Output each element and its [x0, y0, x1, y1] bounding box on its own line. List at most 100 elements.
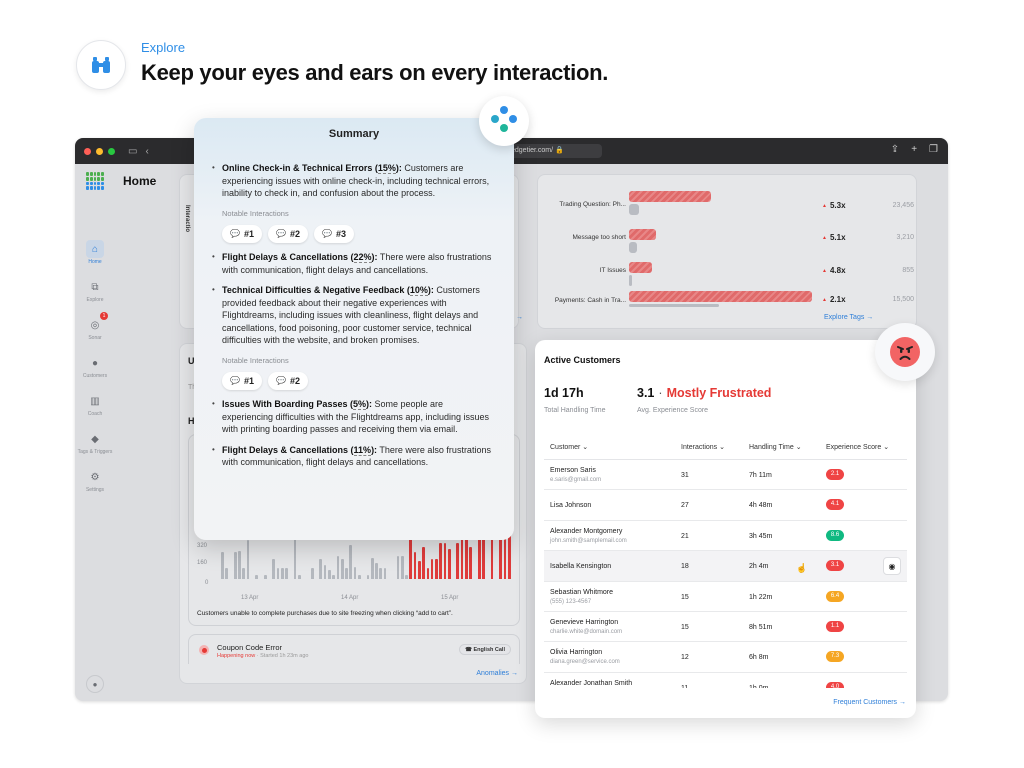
back-icon[interactable]: ‹	[145, 145, 149, 157]
table-row[interactable]: Alexander Jonathan Smith 11 1h 0m 4.0	[544, 673, 907, 688]
share-icon[interactable]: ⇪	[890, 144, 900, 155]
chart-bar[interactable]	[298, 575, 301, 579]
chart-bar[interactable]	[319, 559, 323, 579]
chart-bar[interactable]	[332, 575, 335, 579]
summary-item-pct[interactable]: 15%	[377, 163, 396, 174]
chart-bar[interactable]	[375, 562, 378, 579]
view-customer-button[interactable]: ◉	[883, 557, 901, 576]
table-row[interactable]: Genevieve Harrington charlie.white@domai…	[544, 612, 907, 643]
chart-bar[interactable]	[255, 575, 258, 579]
address-bar[interactable]: edgetier.com/ 🔒	[507, 144, 602, 158]
chart-bar[interactable]	[439, 543, 443, 579]
interaction-chip[interactable]: 💬 #2	[267, 372, 308, 390]
app-logo[interactable]	[86, 172, 104, 190]
minimize-window-button[interactable]	[96, 147, 103, 155]
sort-handling-time[interactable]: Handling Time ⌄	[749, 444, 802, 451]
chart-bar[interactable]	[396, 555, 400, 579]
chart-bar[interactable]	[328, 570, 331, 579]
chart-bar[interactable]	[456, 543, 460, 579]
chart-bar[interactable]	[400, 555, 404, 579]
anomaly-item[interactable]: Coupon Code Error Happening now · Starte…	[188, 634, 520, 664]
chart-bar[interactable]	[465, 532, 468, 579]
chart-bar[interactable]	[447, 548, 451, 579]
sidebar-item-customers[interactable]: ● Customers	[75, 354, 115, 392]
chart-bar[interactable]	[422, 546, 425, 579]
new-tab-icon[interactable]: +	[911, 144, 918, 155]
chart-bar[interactable]	[358, 575, 361, 579]
tag-row[interactable]: Message too short 5.1x 3,210	[538, 229, 918, 259]
table-row[interactable]: Alexander Montgomery john.smith@samplema…	[544, 521, 907, 552]
summary-item-pct[interactable]: 22%	[353, 252, 372, 263]
tag-row[interactable]: Trading Question: Ph... 5.3x 23,456	[538, 191, 918, 227]
chart-bar[interactable]	[221, 552, 224, 579]
maximize-window-button[interactable]	[108, 147, 115, 155]
chart-bar[interactable]	[272, 559, 276, 579]
table-row[interactable]: Emerson Saris e.saris@gmail.com 31 7h 11…	[544, 460, 907, 491]
tag-row[interactable]: IT Issues 4.8x 855	[538, 262, 918, 292]
sidebar-toggle-icon[interactable]: ▭	[128, 145, 138, 157]
close-window-button[interactable]	[84, 147, 91, 155]
anomalies-link[interactable]: Anomalies →	[476, 670, 518, 677]
chart-bar[interactable]	[490, 519, 494, 579]
chart-bar[interactable]	[246, 539, 250, 579]
chart-bar[interactable]	[413, 552, 417, 579]
chart-bar[interactable]	[225, 568, 228, 579]
chart-bar[interactable]	[310, 568, 314, 579]
chart-bar[interactable]	[409, 519, 413, 579]
sidebar-item-tags-triggers[interactable]: ◆ Tags & Triggers	[75, 430, 115, 468]
summary-item-pct[interactable]: 11%	[353, 444, 372, 456]
chart-bar[interactable]	[405, 575, 408, 579]
chart-bar[interactable]	[280, 568, 284, 579]
sidebar-item-coach[interactable]: ▥ Coach	[75, 392, 115, 430]
chart-bar[interactable]	[383, 568, 387, 579]
chart-bar[interactable]	[336, 555, 340, 579]
sidebar-item-home[interactable]: ⌂ Home	[75, 240, 115, 278]
chart-bar[interactable]	[443, 543, 447, 579]
interaction-chip[interactable]: 💬 #2	[267, 225, 308, 243]
interaction-chip[interactable]: 💬 #1	[222, 225, 262, 243]
chart-bar[interactable]	[238, 550, 241, 579]
user-account-button[interactable]: ●	[86, 675, 104, 693]
tag-row[interactable]: Payments: Cash in Tra... 2.1x 15,500	[538, 291, 918, 321]
chart-bar[interactable]	[349, 545, 353, 579]
chart-bar[interactable]	[340, 559, 344, 579]
frequent-customers-link[interactable]: Frequent Customers →	[833, 699, 906, 706]
chart-bar[interactable]	[263, 575, 267, 579]
chart-bar[interactable]	[507, 520, 511, 579]
chart-bar[interactable]	[482, 520, 485, 579]
chart-bar[interactable]	[233, 552, 237, 579]
chart-bar[interactable]	[430, 559, 434, 579]
interaction-chip[interactable]: 💬 #1	[222, 372, 262, 390]
tabs-overview-icon[interactable]: ❐	[929, 144, 938, 155]
sort-customer[interactable]: Customer ⌄	[550, 444, 589, 451]
sidebar-item-explore[interactable]: ⧉ Explore	[75, 278, 115, 316]
summary-item-pct[interactable]: 5%	[352, 399, 366, 410]
chart-bar[interactable]	[353, 566, 357, 579]
sort-interactions[interactable]: Interactions ⌄	[681, 444, 725, 451]
sidebar-item-sonar[interactable]: 1 ◎ Sonar	[75, 312, 115, 354]
summary-item-pct[interactable]: 10%	[409, 285, 428, 296]
ai-summary-button[interactable]	[479, 96, 529, 146]
chart-bar[interactable]	[293, 527, 297, 579]
card-link-arrow[interactable]: →	[516, 314, 523, 321]
table-row[interactable]: Lisa Johnson 27 4h 48m 4.1	[544, 490, 907, 521]
explore-tags-link[interactable]: Explore Tags →	[824, 314, 874, 321]
chart-bar[interactable]	[469, 546, 472, 579]
chart-bar[interactable]	[366, 575, 370, 579]
chart-bar[interactable]	[460, 519, 464, 579]
chart-bar[interactable]	[370, 557, 374, 579]
chart-bar[interactable]	[499, 519, 502, 579]
sort-experience-score[interactable]: Experience Score ⌄	[826, 444, 890, 451]
chart-bar[interactable]	[379, 568, 383, 579]
interaction-chip[interactable]: 💬 #3	[313, 225, 354, 243]
chart-bar[interactable]	[503, 538, 507, 579]
chart-bar[interactable]	[323, 564, 327, 579]
chart-bar[interactable]	[477, 519, 481, 579]
chart-bar[interactable]	[435, 559, 438, 579]
table-row-hovered[interactable]: Isabella Kensington 18 2h 4m ☝ 3.1 ◉	[544, 551, 907, 582]
chart-bar[interactable]	[345, 568, 348, 579]
table-row[interactable]: Sebastian Whitmore (555) 123-4567 15 1h …	[544, 582, 907, 612]
chart-bar[interactable]	[285, 568, 288, 579]
chart-bar[interactable]	[417, 561, 421, 579]
table-row[interactable]: Olivia Harrington diana.green@service.co…	[544, 642, 907, 673]
